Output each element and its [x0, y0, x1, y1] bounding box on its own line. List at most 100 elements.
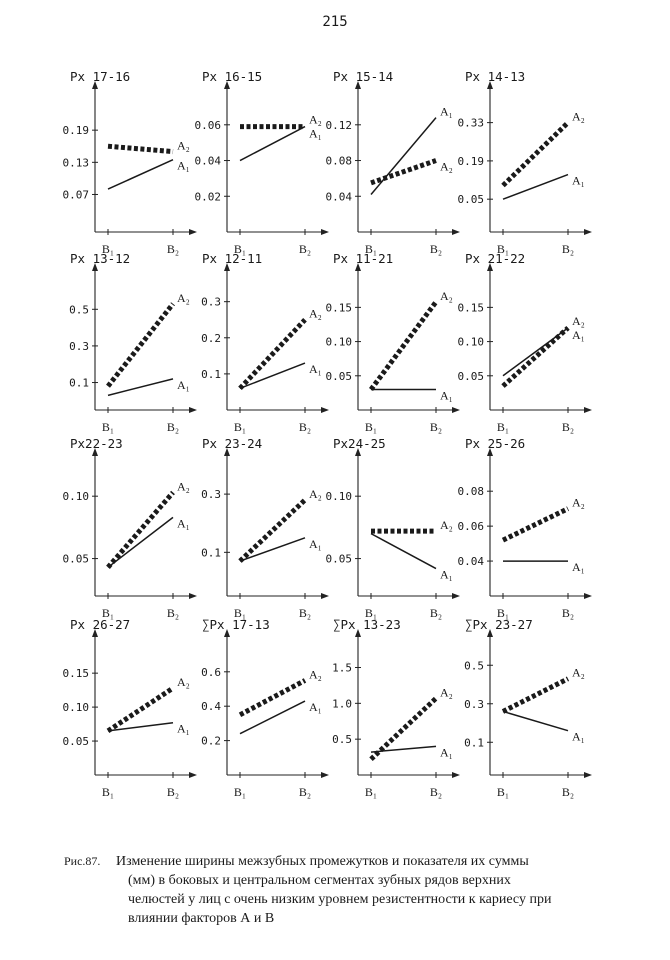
chart-13-title: Px 26-27 [70, 617, 130, 632]
chart-10-xtick-label-1: B₁ [234, 606, 246, 620]
chart-12-label-a1: A₁ [572, 560, 585, 574]
chart-16-label-a1: A₁ [572, 730, 585, 744]
chart-8-label-a2: A₂ [572, 314, 585, 328]
chart-14-ytick-label-1: 0.2 [201, 735, 221, 748]
caption-line-3: челюстей у лиц с очень низким уровнем ре… [128, 892, 552, 907]
chart-6-series-a1-line [239, 362, 306, 390]
chart-8-x-arrow [584, 407, 592, 413]
chart-5-label-a2: A₂ [177, 291, 190, 305]
chart-4-y-arrow [487, 81, 493, 89]
chart-16-y-arrow [487, 629, 493, 637]
chart-4-ytick-label-3: 0.33 [458, 117, 485, 130]
chart-2-xtick-label-1: B₁ [234, 242, 246, 256]
chart-6-series-a2-line [238, 318, 307, 391]
chart-11-xtick-label-2: B₂ [430, 606, 442, 620]
chart-8-ytick-label-3: 0.15 [458, 301, 485, 314]
chart-5-y-arrow [92, 263, 98, 271]
chart-2-title: Px 16-15 [202, 69, 262, 84]
chart-4-title: Px 14-13 [465, 69, 525, 84]
chart-14-label-a2: A₂ [309, 667, 322, 681]
chart-14-ytick-label-3: 0.6 [201, 666, 221, 679]
caption-line-1: Изменение ширины межзубных промежутков и… [116, 854, 529, 869]
chart-10-label-a1: A₁ [309, 537, 322, 551]
chart-12-xtick-label-2: B₂ [562, 606, 574, 620]
chart-3-series-a2-line [370, 158, 437, 186]
chart-5-x-arrow [189, 407, 197, 413]
chart-6-y-arrow [224, 263, 230, 271]
chart-12-ytick-label-3: 0.08 [458, 485, 485, 498]
chart-13-y-arrow [92, 629, 98, 637]
chart-2-x-arrow [321, 229, 329, 235]
chart-3-ytick-label-3: 0.12 [326, 119, 353, 132]
chart-8-title: Px 21-22 [465, 251, 525, 266]
chart-11-y-arrow [355, 448, 361, 456]
chart-10-ytick-label-1: 0.1 [201, 546, 221, 559]
chart-6-title: Px 12-11 [202, 251, 262, 266]
chart-7-title: Px 11-21 [333, 251, 393, 266]
chart-4-ytick-label-2: 0.19 [458, 155, 485, 168]
chart-2-series-a1-line [239, 125, 306, 162]
chart-10-series-a1-line [239, 537, 306, 562]
chart-1-label-a2: A₂ [177, 139, 190, 153]
chart-14-x-arrow [321, 772, 329, 778]
chart-7-label-a1: A₁ [440, 388, 453, 402]
chart-6-ytick-label-1: 0.1 [201, 368, 221, 381]
chart-14-series-a2-line [238, 678, 307, 718]
chart-14-series-a1-line [239, 700, 306, 735]
chart-9-xtick-label-1: B₁ [102, 606, 114, 620]
chart-13-xtick-label-2: B₂ [167, 785, 179, 799]
chart-16-x-arrow [584, 772, 592, 778]
chart-6-label-a2: A₂ [309, 307, 322, 321]
chart-9-xtick-label-2: B₂ [167, 606, 179, 620]
chart-9-series-a2-line [106, 490, 175, 569]
chart-15-label-a1: A₁ [440, 745, 453, 759]
chart-7-ytick-label-1: 0.05 [326, 370, 353, 383]
chart-7-ytick-label-2: 0.10 [326, 336, 353, 349]
chart-11-label-a2: A₂ [440, 518, 453, 532]
chart-9-label-a1: A₁ [177, 516, 190, 530]
chart-6-label-a1: A₁ [309, 362, 322, 376]
chart-1-title: Px 17-16 [70, 69, 130, 84]
chart-4-label-a2: A₂ [572, 110, 585, 124]
chart-4-label-a1: A₁ [572, 174, 585, 188]
chart-7-x-arrow [452, 407, 460, 413]
chart-16-title: ∑Px 23-27 [465, 617, 533, 632]
chart-15-xtick-label-1: B₁ [365, 785, 377, 799]
chart-5-xtick-label-2: B₂ [167, 420, 179, 434]
chart-11-x-arrow [452, 593, 460, 599]
chart-15-xtick-label-2: B₂ [430, 785, 442, 799]
chart-9-label-a2: A₂ [177, 479, 190, 493]
chart-16-series-a2-line [501, 676, 570, 714]
chart-14-xtick-label-1: B₁ [234, 785, 246, 799]
chart-1-ytick-label-2: 0.13 [63, 156, 90, 169]
chart-15-ytick-label-1: 0.5 [332, 733, 352, 746]
chart-14-title: ∑Px 17-13 [202, 617, 270, 632]
chart-5-series-a2-line [106, 302, 175, 388]
chart-13-ytick-label-2: 0.10 [63, 701, 90, 714]
chart-13-label-a1: A₁ [177, 722, 190, 736]
chart-15-y-arrow [355, 629, 361, 637]
chart-1-label-a1: A₁ [177, 159, 190, 173]
chart-10-label-a2: A₂ [309, 487, 322, 501]
chart-15-ytick-label-2: 1.0 [332, 697, 352, 710]
chart-8-series-a2-line [501, 326, 570, 388]
chart-15-label-a2: A₂ [440, 685, 453, 699]
chart-16-ytick-label-2: 0.3 [464, 698, 484, 711]
chart-14-y-arrow [224, 629, 230, 637]
chart-2-label-a1: A₁ [309, 127, 322, 141]
chart-2-ytick-label-1: 0.02 [195, 190, 222, 203]
chart-16-xtick-label-2: B₂ [562, 785, 574, 799]
chart-8-ytick-label-2: 0.10 [458, 336, 485, 349]
chart-7-xtick-label-2: B₂ [430, 420, 442, 434]
chart-3-ytick-label-1: 0.04 [326, 190, 353, 203]
chart-16-ytick-label-1: 0.1 [464, 736, 484, 749]
chart-5-ytick-label-2: 0.3 [69, 340, 89, 353]
chart-5-series-a1-line [107, 378, 174, 397]
chart-13-label-a2: A₂ [177, 675, 190, 689]
chart-15-title: ∑Px 13-23 [333, 617, 401, 632]
chart-12-x-arrow [584, 593, 592, 599]
chart-12-xtick-label-1: B₁ [497, 606, 509, 620]
chart-14-xtick-label-2: B₂ [299, 785, 311, 799]
chart-1-xtick-label-1: B₁ [102, 242, 114, 256]
chart-10-series-a2-line [238, 498, 307, 563]
